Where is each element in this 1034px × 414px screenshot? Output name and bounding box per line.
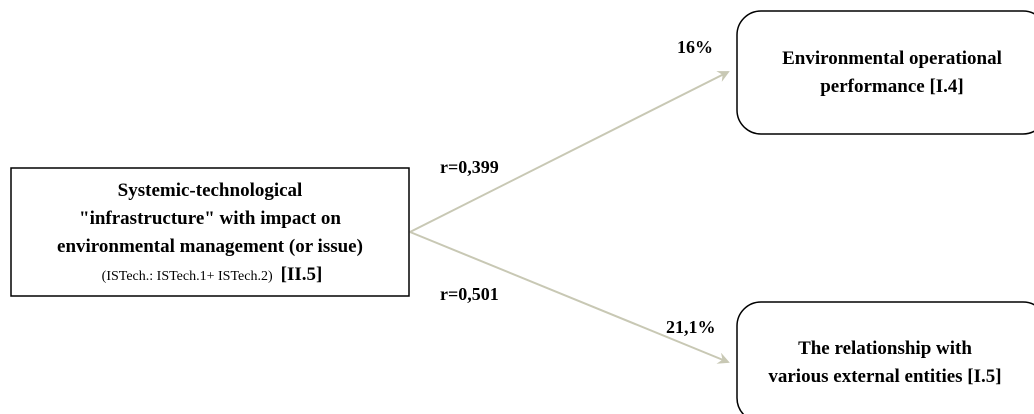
target-node-bottom-line2: various external entities [I.5] (768, 366, 1001, 387)
target-node-top-box (736, 10, 1034, 135)
source-node-line3: environmental management (or issue) (57, 236, 363, 257)
edge-top-r-label: r=0,399 (440, 157, 499, 177)
edge-bottom-pct-label: 21,1% (666, 317, 716, 337)
edge-top-pct-label: 16% (677, 37, 713, 57)
source-node-line4: (ISTech.: ISTech.1+ ISTech.2) [II.5] (102, 264, 323, 285)
source-node: Systemic-technological "infrastructure" … (10, 167, 410, 297)
target-node-bottom-box (736, 301, 1034, 414)
source-node-code: [II.5] (281, 264, 323, 285)
target-node-top-line2: performance [I.4] (820, 76, 964, 97)
source-node-box (10, 167, 410, 297)
target-node-bottom: The relationship with various external e… (736, 301, 1034, 414)
arrow-to-bottom-node (409, 231, 730, 364)
arrow-to-top-node (409, 71, 730, 233)
source-node-line2: "infrastructure" with impact on (79, 208, 341, 229)
target-node-bottom-line1: The relationship with (798, 338, 972, 359)
target-node-top: Environmental operational performance [I… (736, 10, 1034, 135)
source-node-line1: Systemic-technological (118, 180, 303, 201)
edge-bottom-r-label: r=0,501 (440, 284, 499, 304)
source-node-formula: (ISTech.: ISTech.1+ ISTech.2) (102, 269, 273, 284)
target-node-top-line1: Environmental operational (782, 48, 1002, 69)
